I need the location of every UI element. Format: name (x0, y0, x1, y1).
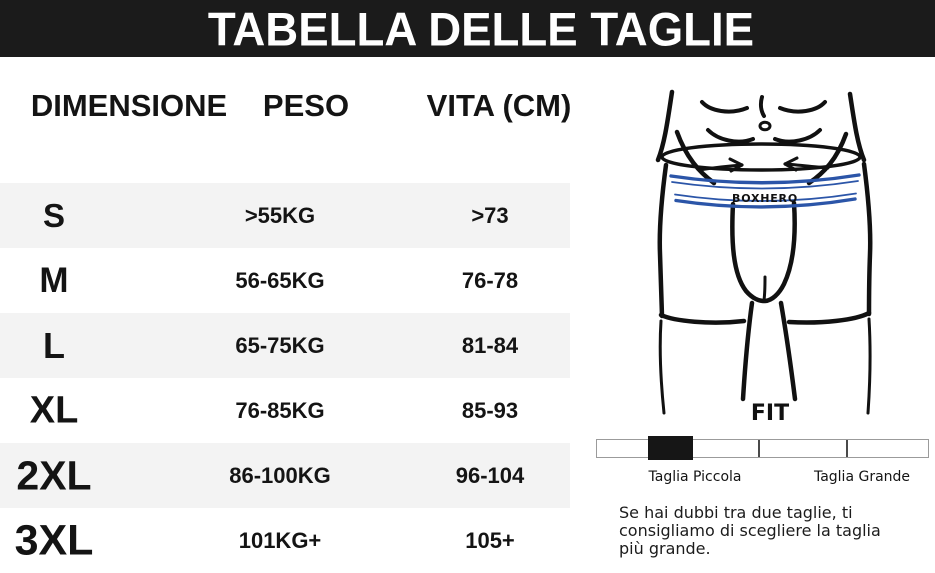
weight-cell: 86-100KG (229, 462, 331, 488)
table-row: 3XL 101KG+ 105+ (0, 508, 570, 573)
page-title: TABELLA DELLE TAGLIE (207, 2, 755, 56)
fit-scale-label-small: Taglia Piccola (648, 469, 742, 485)
waist-cell: 105+ (465, 527, 515, 553)
torso-left-line (655, 89, 675, 163)
size-cell: XL (29, 389, 79, 431)
fit-scale-bar (596, 439, 929, 458)
table-row: L 65-75KG 81-84 (0, 313, 570, 378)
fit-label: FIT (751, 401, 789, 424)
weight-cell: 101KG+ (238, 527, 322, 553)
weight-cell: >55KG (244, 202, 316, 228)
size-cell: 3XL (14, 516, 94, 564)
weight-cell: 65-75KG (235, 332, 325, 358)
table-row: M 56-65KG 76-78 (0, 248, 570, 313)
navel-icon (758, 120, 772, 132)
table-row: XL 76-85KG 85-93 (0, 378, 570, 443)
column-header-waist: VITA (CM) (426, 88, 572, 123)
column-header-size: DIMENSIONE (30, 88, 228, 123)
fit-scale-divider (758, 440, 760, 457)
fit-scale (596, 436, 929, 460)
weight-cell: 56-65KG (235, 267, 325, 293)
waist-cell: 81-84 (461, 332, 519, 358)
size-cell: M (39, 260, 69, 300)
waist-measure-ellipse (660, 142, 862, 172)
fit-scale-divider (846, 440, 848, 457)
waist-cell: >73 (471, 202, 509, 228)
size-cell: S (42, 196, 66, 234)
table-row: 2XL 86-100KG 96-104 (0, 443, 570, 508)
waist-cell: 96-104 (455, 462, 525, 488)
column-header-weight: PESO (262, 88, 350, 123)
waist-cell: 85-93 (461, 397, 519, 423)
waist-cell: 76-78 (461, 267, 519, 293)
waistband-stripes (669, 173, 861, 209)
size-cell: L (43, 324, 65, 366)
size-cell: 2XL (16, 452, 92, 498)
size-table: S >55KG >73 M 56-65KG 76-78 L 65-75KG 81… (0, 183, 570, 573)
table-row: S >55KG >73 (0, 183, 570, 248)
torso-right-line (847, 91, 867, 163)
boxer-briefs-illustration: BOXHERO FIT (655, 89, 873, 424)
fit-scale-label-large: Taglia Grande (813, 469, 911, 485)
waistband-brand-text: BOXHERO (732, 192, 798, 205)
weight-cell: 76-85KG (235, 397, 325, 423)
sizing-advice-note: Se hai dubbi tra due taglie, ti consigli… (619, 503, 881, 558)
title-bar: TABELLA DELLE TAGLIE (0, 0, 935, 57)
fit-indicator-box (648, 436, 693, 460)
